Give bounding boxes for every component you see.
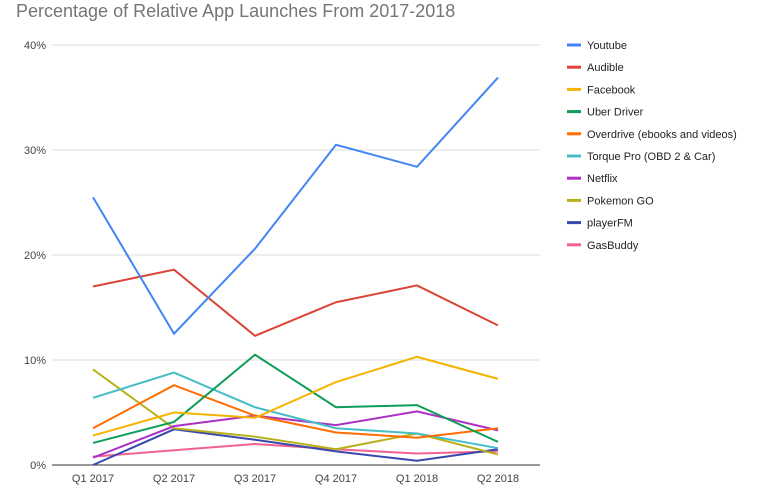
x-tick-label: Q2 2017	[153, 473, 195, 485]
legend-label: Netflix	[587, 173, 618, 185]
series-line-playerfm	[92, 428, 499, 466]
series-line-netflix	[92, 410, 499, 459]
legend-label: Uber Driver	[587, 107, 644, 119]
series-line-youtube	[92, 76, 499, 336]
legend-label: playerFM	[587, 218, 633, 230]
legend-label: GasBuddy	[587, 240, 639, 252]
series-line-uber-driver	[92, 353, 499, 444]
y-tick-label: 20%	[24, 250, 46, 262]
y-tick-label: 10%	[24, 355, 46, 367]
legend-label: Audible	[587, 62, 624, 74]
legend-swatch	[567, 87, 581, 91]
legend-swatch	[567, 243, 581, 247]
legend-swatch	[567, 198, 581, 202]
y-tick-label: 40%	[24, 40, 46, 52]
legend-swatch	[567, 43, 581, 47]
series-line-facebook	[92, 355, 499, 437]
x-tick-label: Q1 2017	[72, 473, 114, 485]
chart-title: Percentage of Relative App Launches From…	[16, 1, 455, 21]
series-line-gasbuddy	[92, 442, 499, 458]
legend-swatch	[567, 110, 581, 114]
y-tick-label: 30%	[24, 145, 46, 157]
series-line-audible	[92, 268, 499, 338]
legend-label: Pokemon GO	[587, 195, 654, 207]
x-tick-label: Q1 2018	[396, 473, 438, 485]
y-tick-label: 0%	[30, 460, 46, 472]
x-tick-label: Q2 2018	[477, 473, 519, 485]
legend-label: Facebook	[587, 84, 636, 96]
legend-swatch	[567, 176, 581, 180]
series-line-torque-pro-obd-2-car-	[92, 371, 499, 450]
legend-swatch	[567, 221, 581, 225]
series-line-pokemon-go	[92, 368, 499, 456]
legend-label: Overdrive (ebooks and videos)	[587, 129, 737, 141]
legend-swatch	[567, 132, 581, 136]
legend-label: Youtube	[587, 40, 627, 52]
legend-swatch	[567, 154, 581, 158]
x-tick-label: Q4 2017	[315, 473, 357, 485]
legend-swatch	[567, 65, 581, 69]
legend-label: Torque Pro (OBD 2 & Car)	[587, 151, 715, 163]
series-line-overdrive-ebooks-and-videos-	[92, 384, 499, 439]
x-tick-label: Q3 2017	[234, 473, 276, 485]
